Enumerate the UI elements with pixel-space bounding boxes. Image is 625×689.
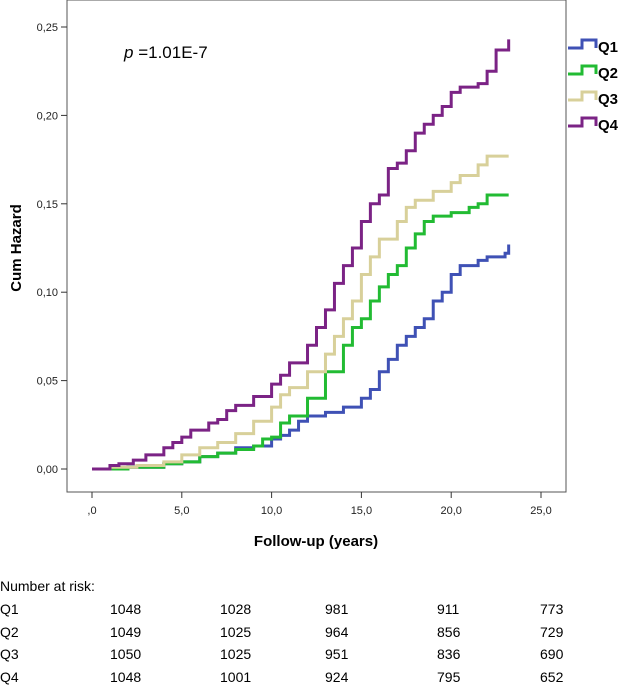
legend-swatch-q2	[568, 64, 598, 76]
risk-row-label: Q1	[0, 601, 19, 617]
risk-count: 981	[325, 601, 349, 617]
x-tick-label: 25,0	[530, 505, 551, 517]
risk-count: 652	[540, 668, 564, 685]
series-line-q2	[92, 193, 509, 471]
risk-count: 1028	[220, 601, 252, 617]
risk-row-label: Q3	[0, 646, 19, 662]
risk-row: Q3 1050 1025 951 836 690	[0, 646, 625, 666]
y-axis: 0,00 0,05 0,10 0,15 0,20 0,25	[37, 22, 67, 476]
risk-count: 964	[325, 623, 349, 640]
y-tick-label: 0,10	[37, 287, 58, 299]
risk-count: 690	[540, 646, 564, 662]
risk-count: 911	[437, 601, 460, 617]
y-axis-label: Cum Hazard	[8, 204, 25, 292]
risk-row: Q2 1049 1025 964 856 729	[0, 624, 625, 644]
risk-count: 729	[540, 623, 564, 640]
risk-count: 1048	[110, 601, 142, 617]
risk-table-title: Number at risk:	[0, 578, 95, 594]
x-tick-label: 5,0	[174, 505, 189, 517]
risk-count: 773	[540, 601, 564, 617]
risk-count: 856	[437, 623, 461, 640]
risk-count: 836	[437, 646, 461, 662]
risk-count: 924	[325, 668, 349, 685]
risk-count: 1025	[220, 646, 252, 662]
risk-count: 1049	[110, 623, 142, 640]
risk-count: 795	[437, 668, 461, 685]
x-tick-label: 15,0	[351, 505, 372, 517]
legend-label: Q2	[598, 65, 618, 82]
cumulative-hazard-chart: 0,00 0,05 0,10 0,15 0,20 0,25 ,0 5,0 10,0 15,0 20…	[8, 0, 619, 550]
risk-row-label: Q2	[0, 623, 19, 640]
x-tick-label: 10,0	[261, 505, 282, 517]
risk-count: 1025	[220, 623, 252, 640]
legend-swatch-q1	[568, 38, 598, 50]
series-line-q4	[92, 39, 511, 471]
risk-count: 1050	[110, 646, 142, 662]
legend-swatch-q4	[568, 116, 598, 128]
risk-row: Q1 1048 1028 981 911 773	[0, 601, 625, 621]
x-tick-label: 20,0	[440, 505, 461, 517]
series-line-q3	[92, 154, 509, 471]
y-tick-label: 0,25	[37, 22, 58, 34]
series-lines	[92, 39, 511, 471]
plot-frame	[66, 0, 567, 493]
x-axis: ,0 5,0 10,0 15,0 20,0 25,0	[87, 492, 552, 517]
x-axis-label: Follow-up (years)	[254, 533, 378, 550]
legend-label: Q4	[598, 117, 619, 134]
legend-label: Q3	[598, 91, 618, 108]
y-tick-label: 0,05	[37, 376, 58, 388]
legend: Q1 Q2 Q3 Q4	[568, 38, 619, 134]
x-tick-label: ,0	[87, 505, 96, 517]
legend-swatch-q3	[568, 90, 598, 102]
y-tick-label: 0,00	[37, 464, 58, 476]
y-tick-label: 0,20	[37, 110, 58, 122]
legend-label: Q1	[598, 39, 618, 56]
p-value-annotation: p =1.01E-7	[123, 43, 208, 62]
risk-row: Q4 1048 1001 924 795 652	[0, 669, 625, 689]
risk-row-label: Q4	[0, 668, 19, 685]
risk-count: 951	[325, 646, 349, 662]
risk-count: 1048	[110, 668, 142, 685]
y-tick-label: 0,15	[37, 199, 58, 211]
risk-count: 1001	[220, 668, 252, 685]
